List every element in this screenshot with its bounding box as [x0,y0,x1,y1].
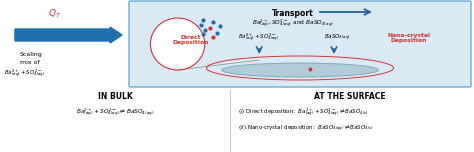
Text: Direct
Deposition: Direct Deposition [173,35,210,45]
Text: $Ba^{2+}_{(aq)}+SO^{2-}_{4(aq)}\rightleftharpoons BaSO_{4(aq)}$: $Ba^{2+}_{(aq)}+SO^{2-}_{4(aq)}\rightlef… [76,107,155,119]
Text: $Ba^{2+}_{(aq)}+SO^{2-}_{4(aq)}$: $Ba^{2+}_{(aq)}+SO^{2-}_{4(aq)}$ [4,68,46,80]
FancyArrow shape [15,27,122,43]
Text: $BaSO_{4(aq)}$: $BaSO_{4(aq)}$ [324,33,351,43]
Text: AT THE SURFACE: AT THE SURFACE [314,92,386,101]
Text: mix of: mix of [20,60,40,65]
Text: Transport: Transport [273,9,314,18]
Text: $Q_T$: $Q_T$ [48,8,62,21]
Text: Nano-crystal
Deposition: Nano-crystal Deposition [387,33,430,43]
Ellipse shape [150,18,205,70]
FancyBboxPatch shape [129,1,471,87]
Text: $(i)$ Direct deposition:  $Ba^{2+}_{(aq)}+SO^{2-}_{4(aq)}\rightleftharpoons BaSO: $(i)$ Direct deposition: $Ba^{2+}_{(aq)}… [238,107,369,119]
Text: $Ba^{2+}_{(aq)}+SO^{2-}_{4(aq)}$: $Ba^{2+}_{(aq)}+SO^{2-}_{4(aq)}$ [238,32,280,44]
Text: $Ba^{2+}_{(aq)},SO^{2-}_{4(aq)}$ and $BaSO_{4(aq)}$: $Ba^{2+}_{(aq)},SO^{2-}_{4(aq)}$ and $Ba… [252,18,334,30]
Text: IN BULK: IN BULK [98,92,132,101]
Ellipse shape [222,63,378,77]
Text: Scaling: Scaling [20,52,43,57]
Text: $(ii)$ Nano-crystal deposition:  $BaSO_{4(aq)}\rightleftharpoons BaSO_{4(s)}$: $(ii)$ Nano-crystal deposition: $BaSO_{4… [238,124,374,134]
